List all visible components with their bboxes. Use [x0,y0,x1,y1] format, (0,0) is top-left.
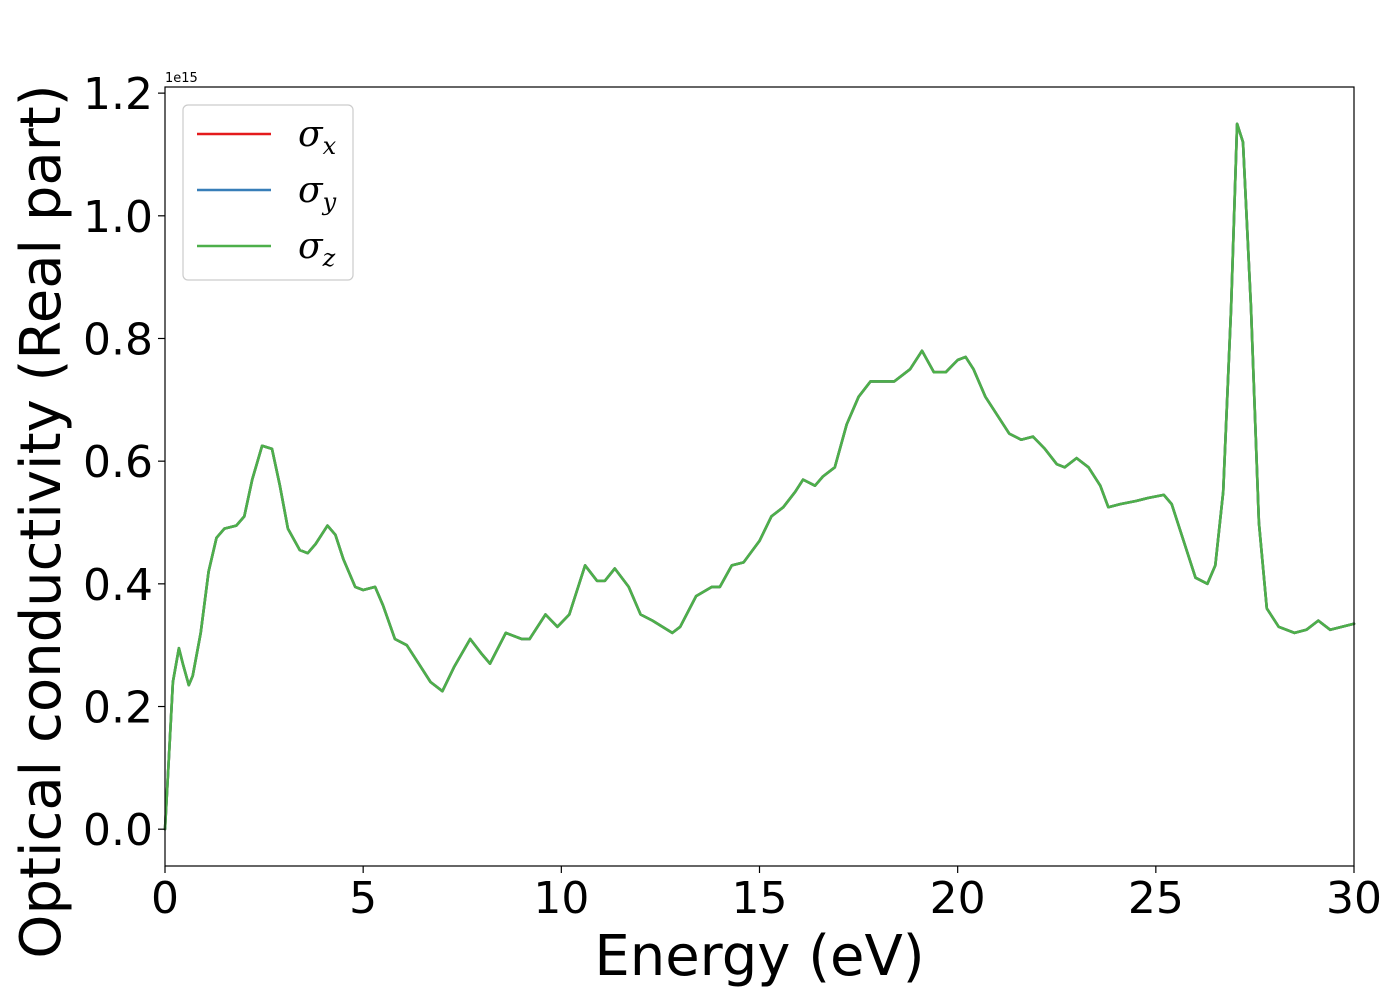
legend-subscript: x [323,132,337,160]
x-tick-label: 30 [1326,873,1382,924]
legend-box [182,104,354,281]
y-axis-title: Optical conductivity (Real part) [9,84,74,958]
x-axis: 0 5 10 15 20 25 30 [151,866,1382,924]
legend-symbol: σ [298,170,324,211]
y-tick-label: 1.0 [83,192,153,243]
x-tick-label: 0 [151,873,179,924]
legend-label-z: σz [298,226,336,272]
x-axis-title: Energy (eV) [594,924,924,989]
x-tick-label: 5 [349,873,377,924]
y-tick-label: 0.0 [83,805,153,856]
y-tick-label: 0.8 [83,314,153,365]
x-tick-label: 20 [930,873,986,924]
y-tick-label: 0.2 [83,683,153,734]
y-tick-label: 0.4 [83,560,153,611]
y-tick-label: 0.6 [83,437,153,488]
series-layer [163,122,1356,831]
legend-label-y: σy [298,170,337,216]
series-line-z [163,122,1356,831]
x-tick-label: 25 [1128,873,1184,924]
legend-label-x: σx [298,114,337,160]
x-tick-label: 15 [732,873,788,924]
legend-subscript: z [322,244,336,272]
legend-symbol: σ [298,226,324,267]
x-tick-label: 10 [533,873,589,924]
y-tick-label: 1.2 [83,69,153,120]
y-axis: 0.0 0.2 0.4 0.6 0.8 1.0 1.2 [83,69,165,856]
y-offset-label: 1e15 [165,71,198,86]
legend-symbol: σ [298,114,324,155]
legend-subscript: y [322,188,337,216]
